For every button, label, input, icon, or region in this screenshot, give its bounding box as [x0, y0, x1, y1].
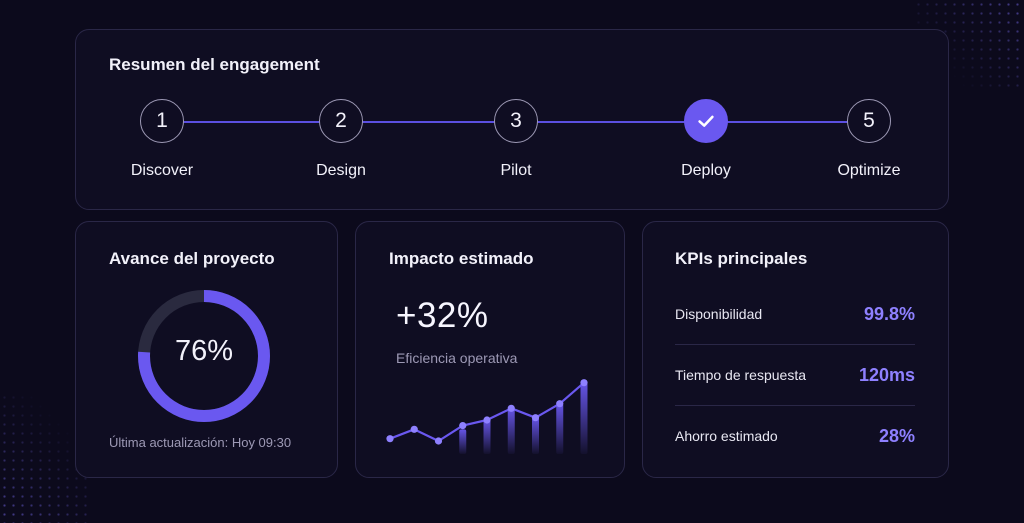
impact-title: Impacto estimado [389, 249, 534, 268]
impact-trend-chart [386, 379, 588, 454]
kpi-value: 28% [878, 425, 915, 446]
kpi-value: 120ms [858, 364, 915, 385]
step-optimize[interactable]: 5 Optimize [809, 99, 929, 180]
project-progress-card: Avance del proyecto 76% Última actualiza… [75, 221, 338, 478]
engagement-summary-card: Resumen del engagement 1 Discover 2 Desi… [75, 29, 949, 210]
step-number-circle: 3 [494, 99, 538, 143]
progress-percent: 76% [174, 335, 234, 367]
trend-point [507, 404, 515, 412]
progress-title: Avance del proyecto [109, 249, 275, 268]
step-design[interactable]: 2 Design [281, 99, 401, 180]
trend-bar [459, 429, 467, 454]
trend-point [410, 425, 418, 433]
kpi-row-savings: Ahorro estimado 28% [675, 406, 915, 466]
trend-bar [507, 408, 515, 454]
impact-label: Eficiencia operativa [396, 350, 518, 366]
last-updated-text: Última actualización: Hoy 09:30 [109, 435, 292, 450]
step-discover[interactable]: 1 Discover [102, 99, 222, 180]
kpis-title: KPIs principales [675, 249, 808, 268]
engagement-title: Resumen del engagement [109, 55, 320, 74]
trend-point [531, 414, 540, 422]
main-kpis-card: KPIs principales Disponibilidad 99.8% Ti… [642, 221, 949, 478]
impact-value: +32% [396, 296, 489, 335]
kpi-name: Tiempo de respuesta [675, 367, 806, 383]
step-label: Design [316, 162, 366, 179]
step-label: Discover [130, 162, 194, 179]
trend-point [556, 400, 564, 408]
kpi-divider [675, 405, 915, 406]
trend-point [580, 379, 588, 387]
trend-bar [580, 382, 588, 454]
step-pilot[interactable]: 3 Pilot [456, 99, 576, 180]
trend-bar [532, 417, 539, 454]
trend-point [483, 416, 491, 424]
step-label: Pilot [500, 162, 532, 179]
trend-point [459, 422, 467, 430]
step-completed-circle [684, 99, 728, 143]
kpi-name: Disponibilidad [675, 306, 763, 322]
donut-progress-arc [138, 290, 270, 422]
trend-point [386, 435, 394, 443]
trend-bar [556, 403, 564, 454]
kpi-row-response-time: Tiempo de respuesta 120ms [675, 345, 915, 405]
step-label: Optimize [837, 162, 901, 179]
kpi-row-availability: Disponibilidad 99.8% [675, 284, 915, 344]
estimated-impact-card: Impacto estimado +32% Eficiencia operati… [355, 221, 625, 478]
progress-donut-chart [138, 290, 270, 422]
kpi-value: 99.8% [863, 303, 915, 324]
kpi-divider [675, 344, 915, 345]
step-number-circle: 5 [847, 99, 891, 143]
kpi-name: Ahorro estimado [675, 428, 778, 444]
step-label: Deploy [681, 162, 731, 179]
check-icon [698, 115, 714, 127]
step-deploy[interactable]: Deploy [646, 99, 766, 180]
step-number-circle: 1 [140, 99, 184, 143]
trend-bar [483, 420, 491, 454]
trend-point [434, 437, 443, 445]
step-number-circle: 2 [319, 99, 363, 143]
